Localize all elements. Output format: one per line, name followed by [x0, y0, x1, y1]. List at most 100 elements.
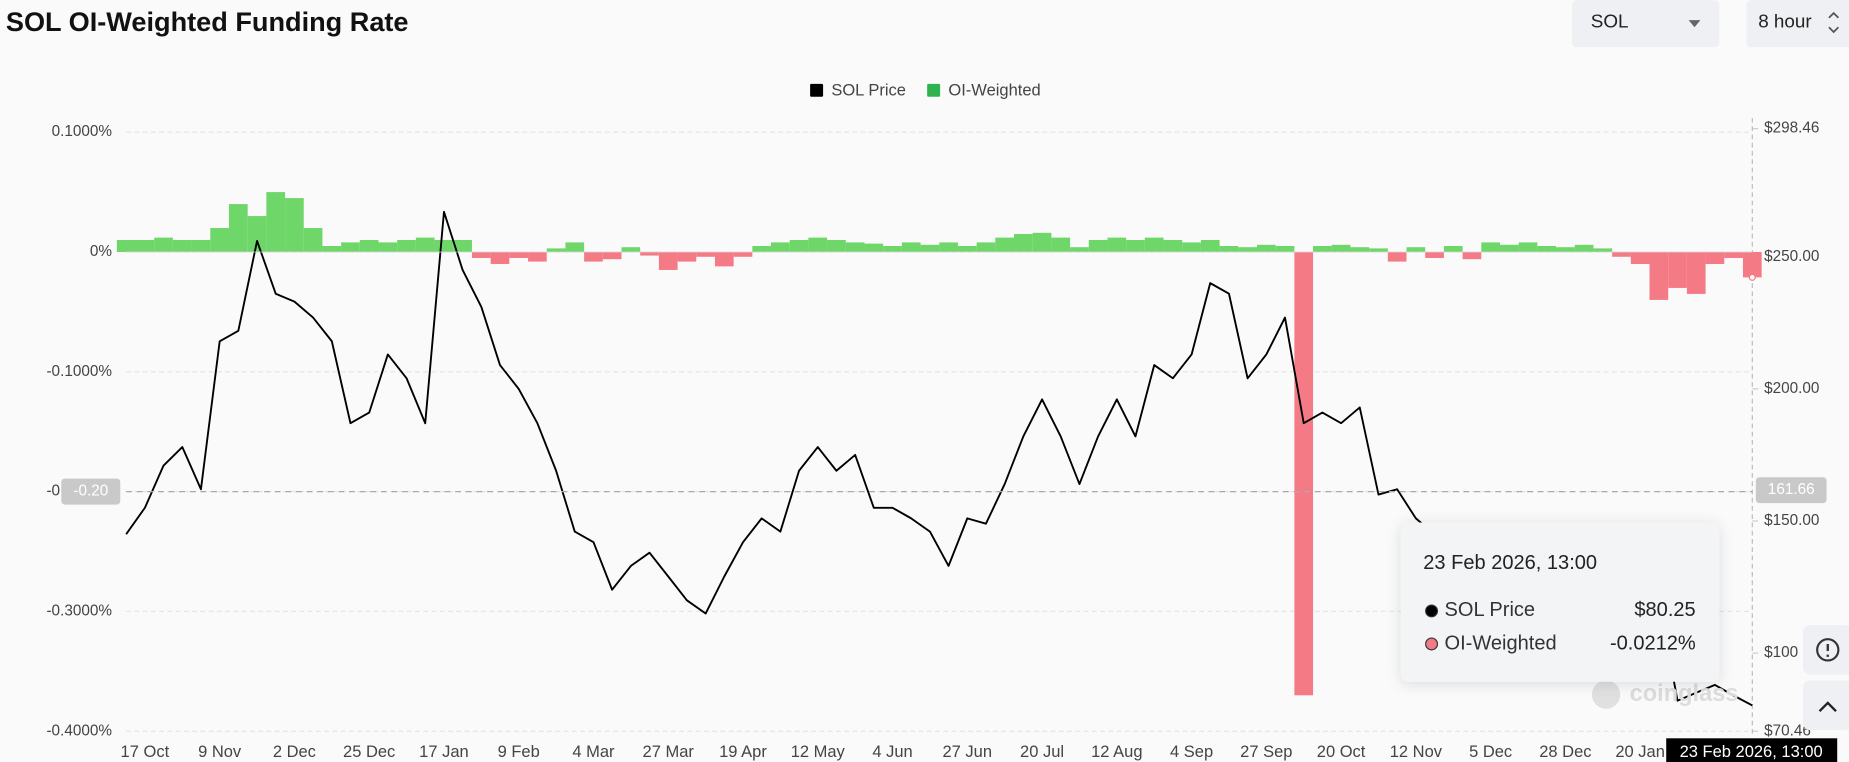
funding-bar — [1406, 247, 1426, 252]
x-tick-label: 28 Dec — [1539, 743, 1591, 761]
funding-bar — [1481, 242, 1500, 252]
x-tick-label: 4 Sep — [1170, 743, 1213, 761]
funding-bar — [1518, 242, 1538, 252]
funding-bar — [1219, 246, 1239, 252]
feedback-icon — [1816, 638, 1840, 662]
funding-bar — [434, 240, 454, 252]
x-tick-label: 12 May — [791, 743, 846, 761]
caret — [1688, 20, 1701, 28]
y2-tick-label: $150.00 — [1764, 512, 1819, 529]
x-tick-label: 19 Apr — [719, 743, 767, 761]
funding-bar — [565, 242, 585, 252]
x-tick-label: 9 Feb — [498, 743, 540, 761]
watermark: coinglass — [1630, 680, 1739, 706]
funding-bar — [1313, 246, 1332, 252]
funding-bar — [584, 251, 603, 262]
funding-bar — [1612, 251, 1631, 257]
y2-tick-label: $200.00 — [1764, 380, 1819, 397]
funding-bar — [1649, 251, 1669, 300]
cursor-date: 23 Feb 2026, 13:00 — [1680, 743, 1823, 761]
funding-bar — [1070, 247, 1089, 252]
feedback-button-box — [1803, 625, 1849, 675]
funding-bar — [1331, 244, 1351, 252]
x-tick-label: 20 Jan — [1615, 743, 1665, 761]
funding-bar — [827, 240, 846, 252]
watermark-logo — [1591, 680, 1621, 709]
funding-bar — [1238, 247, 1257, 252]
tooltip-title: 23 Feb 2026, 13:00 — [1423, 552, 1597, 574]
funding-bar — [228, 204, 248, 252]
funding-bar — [210, 228, 229, 252]
funding-bar — [1425, 251, 1444, 258]
funding-bar — [1462, 251, 1482, 260]
coin-select[interactable]: SOL — [1571, 0, 1720, 48]
funding-bar — [247, 216, 267, 252]
scroll-top-icon — [1818, 701, 1837, 713]
y-tick-label: 0.1000% — [52, 123, 113, 140]
y-tick-label: -0.1000% — [46, 363, 112, 380]
funding-bar — [528, 251, 547, 262]
funding-bar — [1107, 237, 1127, 252]
funding-bar — [1144, 237, 1164, 252]
y-tick-label: -0.4000% — [46, 722, 112, 739]
y2-tick-label: $250.00 — [1764, 248, 1819, 265]
x-tick-label: 27 Jun — [943, 743, 993, 761]
funding-bar — [1724, 251, 1743, 258]
y-tick-label: -0.3000% — [46, 602, 112, 619]
interval-select-text[interactable]: 8 hour — [1758, 11, 1811, 32]
funding-bar — [397, 240, 416, 252]
funding-bar — [864, 243, 884, 252]
funding-bar — [341, 242, 360, 252]
funding-bar — [696, 251, 715, 257]
funding-bar — [845, 242, 865, 252]
coin-select-text[interactable]: SOL — [1591, 11, 1629, 32]
y2-tick-label: $70.46 — [1764, 722, 1811, 739]
funding-bar — [1574, 244, 1594, 252]
funding-bar — [1668, 251, 1687, 288]
feedback-button[interactable] — [1803, 625, 1849, 675]
funding-bar — [621, 247, 641, 252]
funding-bar — [322, 246, 342, 252]
tooltip-dot — [1425, 637, 1439, 651]
interval-select[interactable]: 8 hour — [1746, 0, 1849, 48]
tooltip-value: $80.25 — [1634, 599, 1695, 621]
y2-tick-label: $100 — [1764, 644, 1798, 661]
funding-bar — [154, 237, 173, 252]
tooltip: 23 Feb 2026, 13:00 SOL Price $80.25 OI-Weig… — [1400, 522, 1720, 682]
crosshair-left-box — [61, 478, 121, 505]
coin-select-box[interactable] — [1571, 0, 1720, 48]
interval-select-box[interactable] — [1746, 0, 1849, 48]
funding-bar — [1256, 244, 1276, 252]
funding-bar — [172, 240, 192, 252]
funding-bar — [939, 242, 958, 252]
tooltip-value: -0.0212% — [1610, 632, 1696, 654]
funding-bar — [1537, 246, 1557, 252]
funding-bar — [602, 251, 622, 260]
funding-bar — [285, 198, 304, 252]
funding-bar — [1387, 251, 1407, 262]
funding-bar — [1369, 248, 1388, 252]
tooltip-series-name: SOL Price — [1445, 599, 1536, 621]
funding-bar — [789, 240, 809, 252]
funding-bar — [1200, 240, 1220, 252]
funding-bar — [546, 248, 566, 252]
funding-bar — [808, 237, 828, 252]
funding-bar — [640, 251, 659, 256]
updown-icon — [1828, 11, 1840, 34]
funding-bar — [191, 240, 211, 252]
funding-bar — [1051, 237, 1071, 252]
cursor-date-box — [1666, 738, 1838, 762]
funding-bar — [1032, 232, 1052, 252]
funding-bar — [901, 242, 921, 252]
scroll-top-button[interactable] — [1803, 680, 1849, 731]
crosshair-right-box — [1755, 477, 1827, 504]
cursor-dot — [1748, 273, 1756, 281]
x-tick-label: 20 Jul — [1020, 743, 1064, 761]
funding-bar — [995, 237, 1015, 252]
funding-bar — [1593, 248, 1613, 252]
x-tick-label: 27 Mar — [643, 743, 695, 761]
funding-bar — [1686, 251, 1706, 294]
funding-bar — [1014, 234, 1033, 252]
x-tick-label: 2 Dec — [273, 743, 316, 761]
